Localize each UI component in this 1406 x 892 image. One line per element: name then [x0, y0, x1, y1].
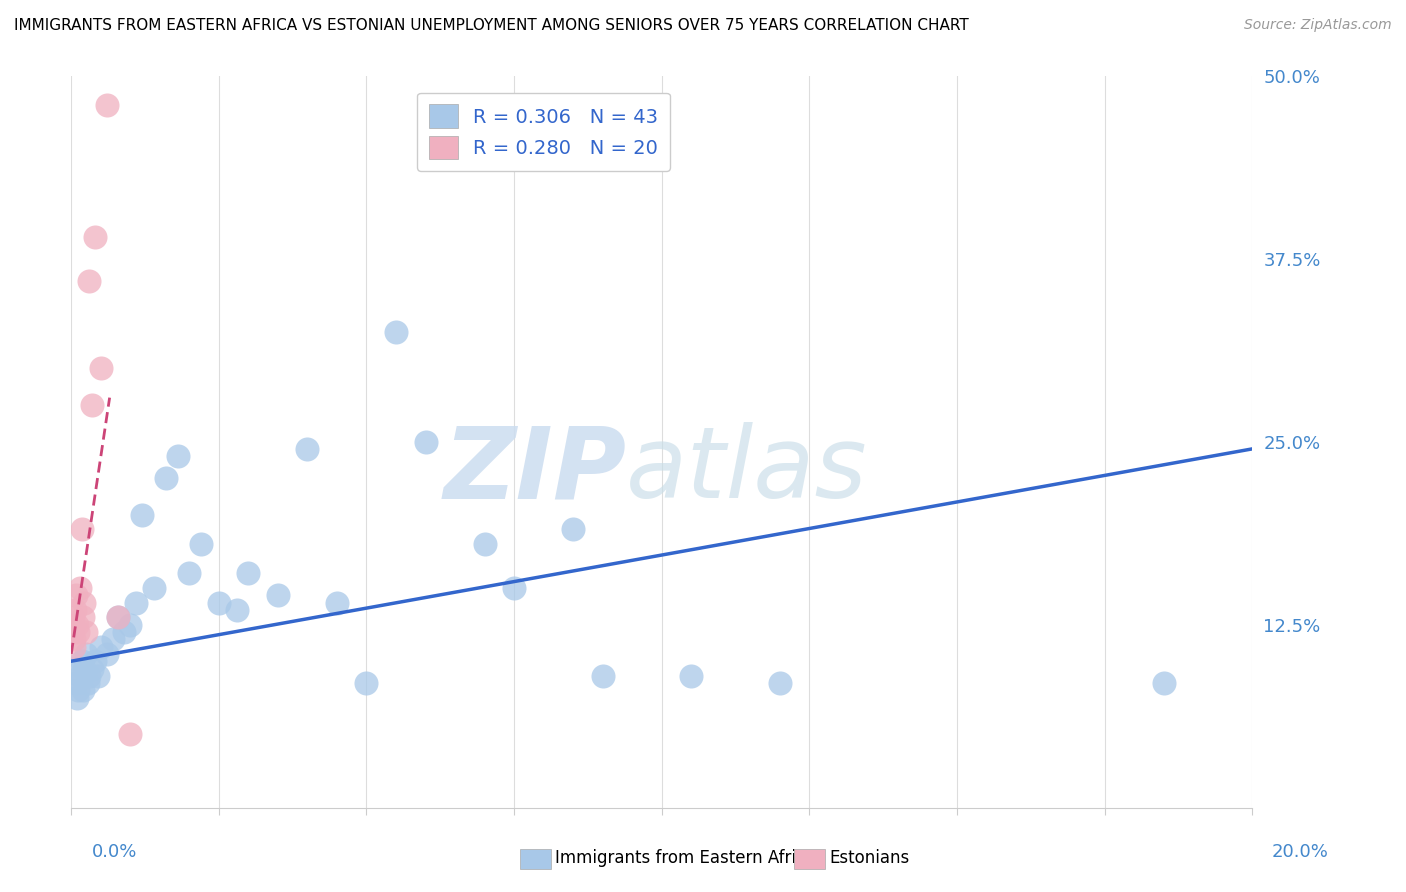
Point	[83, 229, 105, 244]
Point	[69, 581, 91, 595]
Point	[70, 523, 93, 537]
Point	[96, 647, 118, 661]
Point	[63, 603, 86, 617]
Point	[67, 624, 90, 639]
Point	[66, 617, 89, 632]
Point	[592, 669, 614, 683]
Point	[769, 676, 792, 690]
Point	[75, 624, 97, 639]
Point	[69, 669, 91, 683]
Point	[62, 640, 84, 654]
Point	[62, 610, 84, 624]
Point	[77, 273, 100, 287]
Point	[142, 581, 165, 595]
Point	[87, 669, 110, 683]
Point	[297, 442, 319, 456]
Point	[80, 398, 103, 412]
Point	[1153, 676, 1175, 690]
Point	[415, 434, 437, 449]
Point	[107, 610, 129, 624]
Text: ZIP: ZIP	[443, 422, 626, 519]
Point	[503, 581, 526, 595]
Point	[66, 690, 89, 705]
Point	[225, 603, 247, 617]
Point	[681, 669, 703, 683]
Text: 20.0%: 20.0%	[1272, 843, 1329, 861]
Point	[112, 624, 135, 639]
Point	[179, 566, 201, 581]
Point	[131, 508, 153, 522]
Point	[72, 610, 94, 624]
Point	[562, 523, 585, 537]
Point	[356, 676, 378, 690]
Point	[90, 640, 112, 654]
Point	[107, 610, 129, 624]
Text: Immigrants from Eastern Africa: Immigrants from Eastern Africa	[555, 849, 815, 867]
Text: Source: ZipAtlas.com: Source: ZipAtlas.com	[1244, 18, 1392, 32]
Point	[208, 596, 231, 610]
Point	[120, 727, 142, 741]
Point	[267, 588, 290, 602]
Point	[96, 97, 118, 112]
Point	[166, 449, 188, 463]
Point	[90, 361, 112, 376]
Point	[385, 325, 408, 339]
Text: Estonians: Estonians	[830, 849, 910, 867]
Point	[65, 676, 87, 690]
Point	[67, 683, 90, 698]
Point	[80, 661, 103, 675]
Text: IMMIGRANTS FROM EASTERN AFRICA VS ESTONIAN UNEMPLOYMENT AMONG SENIORS OVER 75 YE: IMMIGRANTS FROM EASTERN AFRICA VS ESTONI…	[14, 18, 969, 33]
Point	[63, 632, 86, 647]
Legend: R = 0.306   N = 43, R = 0.280   N = 20: R = 0.306 N = 43, R = 0.280 N = 20	[418, 93, 671, 171]
Point	[70, 654, 93, 668]
Point	[238, 566, 260, 581]
Point	[72, 683, 94, 698]
Point	[83, 654, 105, 668]
Point	[125, 596, 148, 610]
Point	[76, 676, 98, 690]
Point	[190, 537, 212, 551]
Point	[155, 471, 177, 485]
Point	[326, 596, 349, 610]
Point	[73, 596, 96, 610]
Point	[62, 624, 84, 639]
Point	[101, 632, 124, 647]
Point	[474, 537, 496, 551]
Text: 0.0%: 0.0%	[91, 843, 136, 861]
Text: atlas: atlas	[626, 422, 868, 519]
Point	[75, 647, 97, 661]
Point	[65, 588, 87, 602]
Point	[73, 661, 96, 675]
Point	[120, 617, 142, 632]
Point	[77, 669, 100, 683]
Point	[63, 661, 86, 675]
